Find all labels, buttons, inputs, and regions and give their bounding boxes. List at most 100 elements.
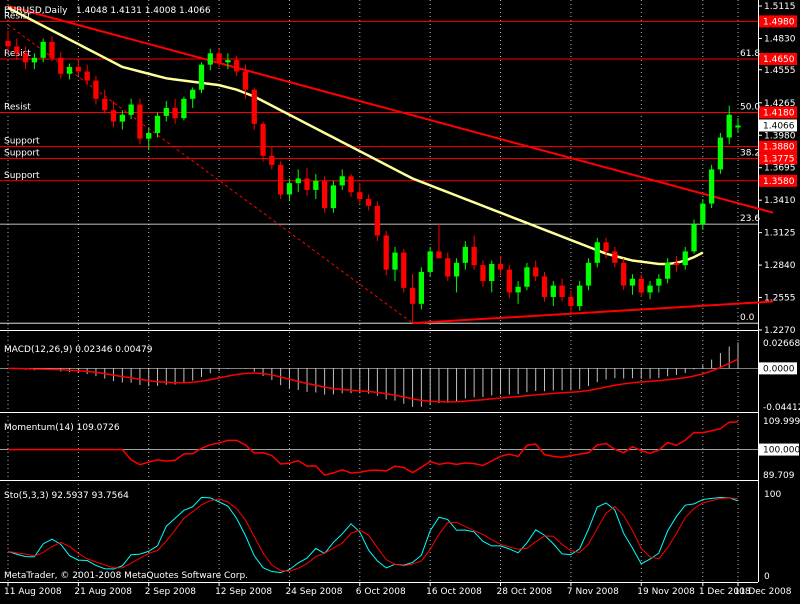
date-label-1: 21 Aug 2008	[74, 587, 132, 597]
momentum-line	[8, 421, 739, 476]
moving-average-line	[7, 6, 704, 266]
price-tick-label-8: 1.2840	[764, 261, 796, 271]
candle-body-2	[22, 53, 29, 63]
date-label-8: 7 Nov 2008	[567, 587, 619, 597]
momentum-100-tag-bg	[759, 443, 799, 456]
date-label-4: 24 Sep 2008	[285, 587, 342, 597]
candle-body-74	[656, 278, 662, 286]
candle-body-12	[110, 110, 117, 122]
level-label-5: Support	[4, 171, 40, 181]
level-tag-bg-4	[759, 152, 797, 165]
candle-body-7	[66, 66, 73, 74]
symbol-label: EURUSD,Daily	[4, 6, 68, 16]
moving-average-layer	[7, 6, 704, 266]
level-tag-4: 1.3775	[763, 155, 795, 165]
candle-body-69	[612, 251, 618, 263]
candle-body-62	[550, 285, 556, 297]
candles-layer	[5, 30, 741, 324]
candle-body-44	[392, 252, 398, 270]
candle-body-17	[154, 115, 161, 133]
candle-body-68	[603, 242, 609, 252]
candle-body-51	[453, 262, 460, 277]
candle-body-33	[295, 178, 301, 184]
candle-body-71	[629, 278, 636, 286]
candle-body-81	[717, 137, 724, 170]
candle-body-20	[181, 98, 187, 119]
stochastic-tick-label-0: 100	[764, 490, 781, 500]
candle-body-22	[198, 64, 205, 90]
candle-body-83	[735, 125, 741, 128]
candle-body-32	[286, 183, 293, 195]
candle-body-52	[462, 246, 468, 263]
date-label-7: 28 Oct 2008	[497, 587, 553, 597]
macd-signal-line	[7, 358, 739, 403]
candle-body-27	[242, 71, 249, 90]
copyright-text: MetaTrader, © 2001-2008 MetaQuotes Softw…	[4, 571, 248, 581]
level-tag-2: 1.4180	[763, 108, 795, 118]
macd-zero-tag-bg	[759, 362, 797, 375]
candle-body-30	[269, 155, 275, 165]
price-tick-label-0: 1.5115	[764, 2, 796, 12]
stochastic-main-line	[7, 496, 739, 574]
price-tick-label-1: 1.4830	[764, 34, 796, 44]
candle-body-28	[251, 89, 257, 124]
price-tick-label-6: 1.3410	[764, 196, 796, 206]
candle-body-21	[190, 89, 196, 99]
candle-body-76	[673, 262, 680, 266]
fib-label-2: 50.0	[740, 102, 760, 112]
macd-tick-label-1: 0.0000	[763, 364, 795, 374]
indicators-layer: 0.02668 0.0000 -0.04412 109.9998 100.0000 89.…	[0, 339, 800, 582]
trendline-0[interactable]	[7, 5, 774, 214]
current-price-tag: 1.4066	[763, 121, 795, 131]
candle-body-73	[647, 285, 653, 293]
level-tag-bg-5	[759, 174, 797, 187]
candle-body-25	[225, 60, 231, 63]
price-tick-label-3: 1.4265	[764, 99, 796, 109]
level-label-0: Resist	[4, 11, 31, 21]
candle-body-6	[58, 57, 64, 74]
macd-label: MACD(12,26,9) 0.02346 0.00479	[4, 345, 153, 355]
level-label-3: Support	[4, 137, 40, 147]
candle-body-26	[234, 60, 240, 72]
stochastic-signal-line	[7, 497, 739, 572]
candle-body-16	[146, 132, 152, 139]
candle-body-29	[260, 123, 266, 156]
date-label-11: 11 Dec 2008	[734, 587, 792, 597]
candle-body-80	[708, 169, 715, 204]
candle-body-24	[216, 53, 222, 63]
candle-body-42	[374, 205, 381, 236]
candle-body-38	[339, 176, 345, 186]
trendline-2[interactable]	[412, 300, 774, 325]
candle-body-49	[436, 251, 442, 259]
candle-body-11	[102, 98, 108, 111]
candle-body-15	[137, 104, 143, 139]
fib-only-label-0: 23.6	[740, 214, 760, 224]
candle-body-5	[49, 41, 55, 58]
candle-body-61	[541, 276, 548, 297]
candle-body-79	[700, 203, 706, 225]
candle-body-54	[480, 265, 486, 282]
candle-body-66	[585, 262, 592, 286]
price-tick-label-4: 1.3980	[764, 131, 796, 141]
macd-tick-label-0: 0.02668	[763, 339, 800, 349]
candle-body-56	[497, 263, 504, 270]
candle-body-34	[304, 178, 310, 190]
candle-body-55	[489, 263, 495, 282]
price-tick-label-10: 1.2270	[764, 326, 796, 336]
candle-body-13	[119, 114, 125, 122]
candle-body-60	[533, 267, 539, 277]
trendline-layer[interactable]	[7, 5, 774, 325]
candle-body-3	[31, 57, 38, 63]
candle-body-82	[726, 114, 732, 138]
level-label-2: Resist	[4, 102, 31, 112]
fib-label-1: 61.8	[740, 49, 760, 59]
candle-body-70	[621, 262, 627, 286]
candle-body-72	[638, 278, 644, 293]
candle-body-14	[128, 104, 134, 115]
candle-body-63	[559, 285, 565, 297]
macd-tick-label-2: -0.04412	[763, 403, 800, 413]
